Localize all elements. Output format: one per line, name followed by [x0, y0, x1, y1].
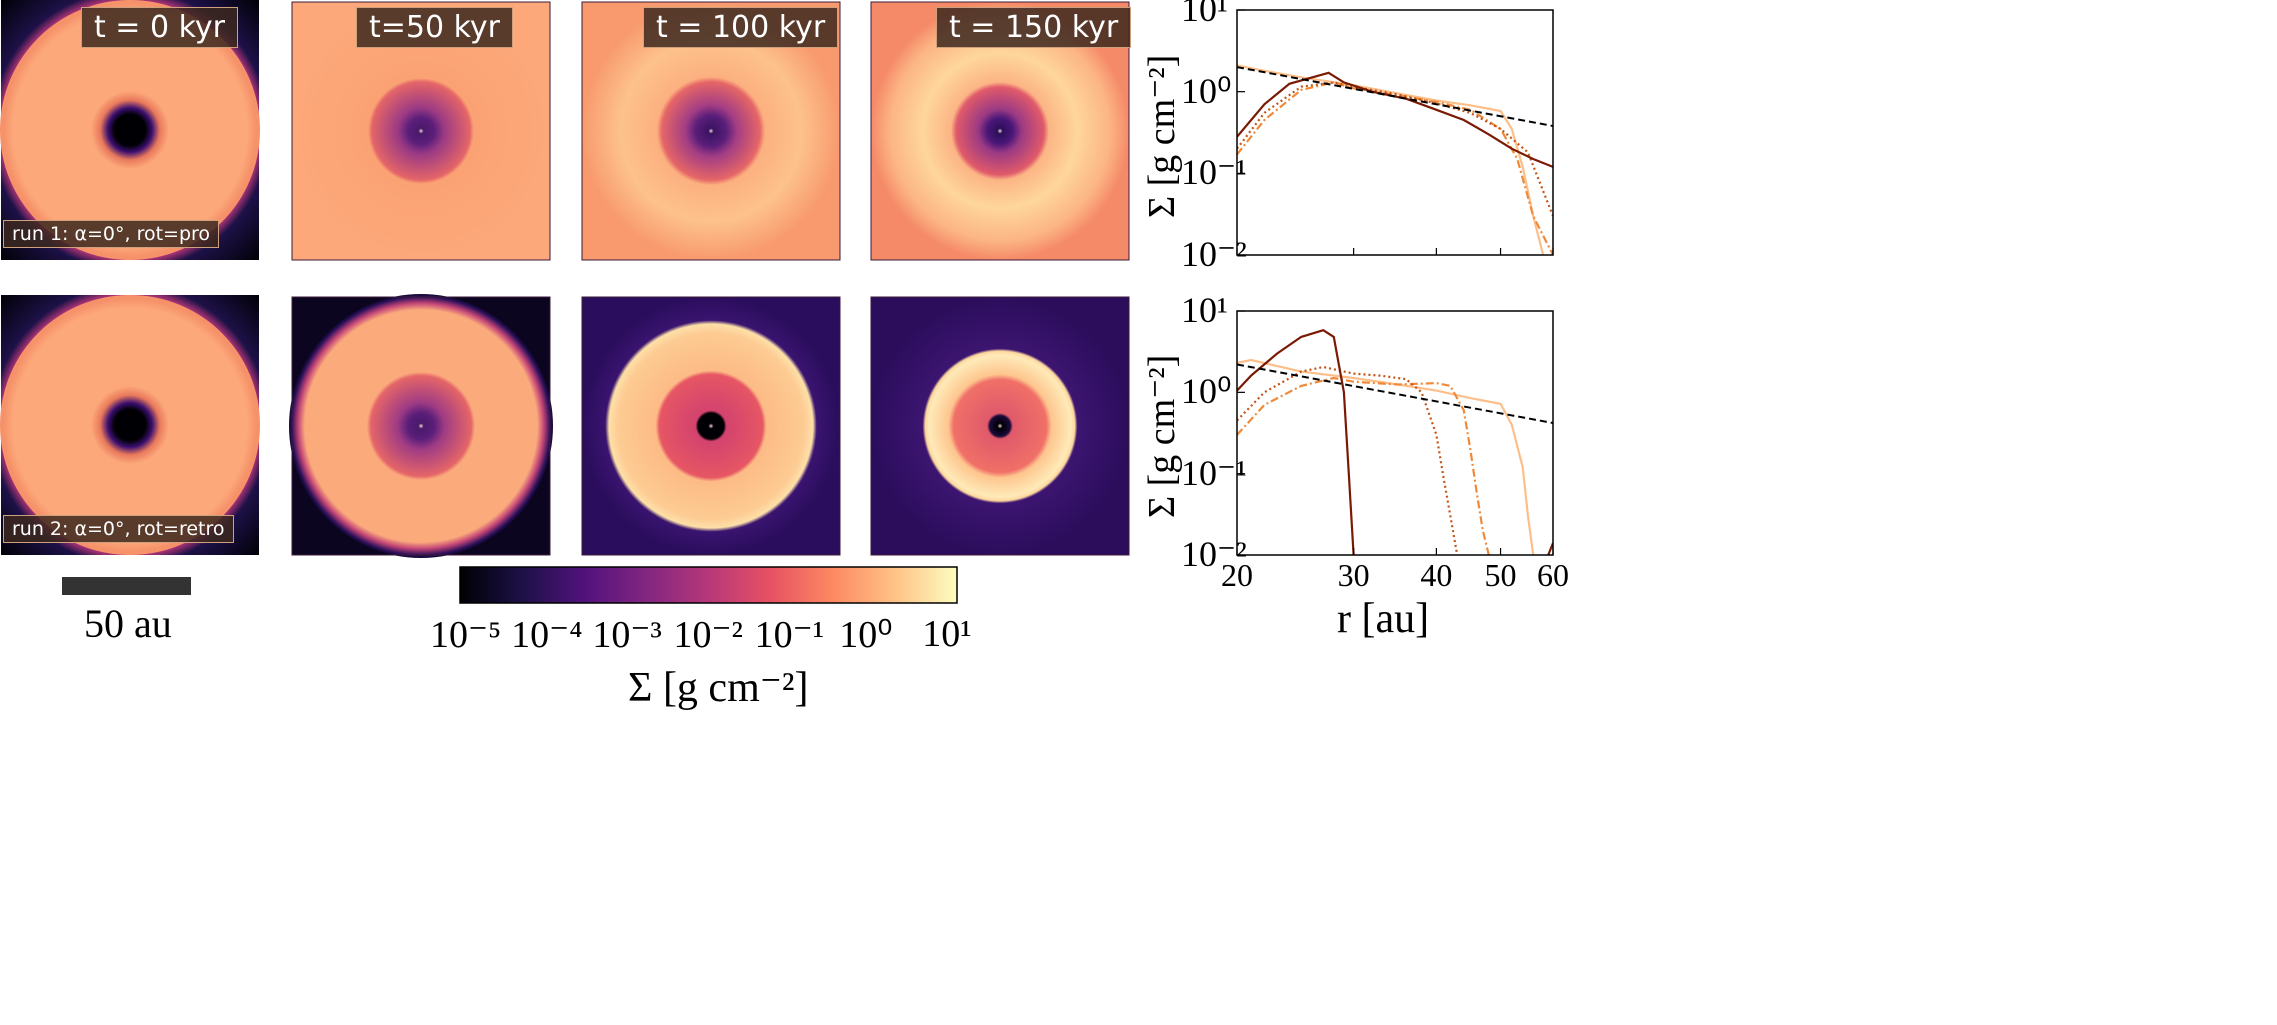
- x-axis-label: r [au]: [1337, 596, 1430, 642]
- x-tick-label: 60: [1537, 557, 1569, 593]
- panel-run2-t150: [870, 296, 1130, 556]
- plot-frame: [1236, 9, 1554, 256]
- y-tick-label: 10⁻¹: [1181, 152, 1247, 193]
- series-line-2: [1237, 365, 1459, 555]
- colorbar-tick-label: 10⁻⁴: [511, 614, 583, 656]
- series-line-1: [1237, 81, 1553, 255]
- series-line-4: [1237, 66, 1553, 127]
- colorbar-tick-label: 10⁰: [839, 614, 893, 656]
- colorbar-tick-label: 10¹: [922, 613, 972, 655]
- colorbar-tick-label: 10⁻³: [592, 614, 662, 656]
- y-tick-label: 10⁰: [1181, 371, 1232, 412]
- colorbar-tick-label: 10⁻⁵: [430, 614, 502, 656]
- colorbar-label: Σ [g cm⁻²]: [628, 665, 809, 711]
- time-label-3: t = 150 kyr: [936, 7, 1132, 48]
- y-tick-label: 10⁻²: [1181, 534, 1247, 574]
- y-tick-label: 10⁻²: [1181, 234, 1247, 274]
- x-tick-label: 50: [1484, 557, 1517, 593]
- panel-run2-t0: [0, 295, 260, 555]
- y-tick-label: 10¹: [1181, 290, 1228, 330]
- x-tick-label: 20: [1221, 557, 1253, 593]
- profile-plot-run1: [1236, 9, 1554, 256]
- run-label-2: run 2: α=0°, rot=retro: [3, 515, 234, 543]
- scale-bar-label: 50 au: [84, 601, 172, 646]
- time-label-2: t = 100 kyr: [643, 7, 839, 48]
- series-line-4: [1547, 542, 1553, 555]
- series-line-1: [1237, 376, 1490, 555]
- series-line-0: [1237, 358, 1535, 555]
- y-tick-label: 10⁰: [1181, 70, 1232, 111]
- x-tick-label: 40: [1420, 557, 1453, 593]
- series-line-3: [1237, 329, 1355, 555]
- colorbar-tick-label: 10⁻¹: [754, 614, 825, 656]
- colorbar: [459, 566, 958, 604]
- series-line-5: [1237, 363, 1553, 424]
- plot-frame: [1236, 310, 1554, 556]
- time-label-1: t=50 kyr: [356, 7, 514, 48]
- colorbar-tick-label: 10⁻²: [673, 614, 743, 656]
- scale-bar: [62, 577, 191, 595]
- panel-run2-t100: [581, 296, 841, 556]
- y-tick-label: 10⁻¹: [1181, 452, 1247, 493]
- panel-run2-t50: [289, 294, 553, 558]
- time-label-0: t = 0 kyr: [81, 7, 238, 48]
- profile-plot-run2: [1236, 310, 1554, 556]
- run-label-1: run 1: α=0°, rot=pro: [3, 220, 220, 248]
- y-tick-label: 10¹: [1181, 0, 1228, 29]
- series-line-2: [1237, 81, 1553, 217]
- series-line-0: [1237, 64, 1545, 255]
- x-tick-label: 30: [1337, 557, 1370, 593]
